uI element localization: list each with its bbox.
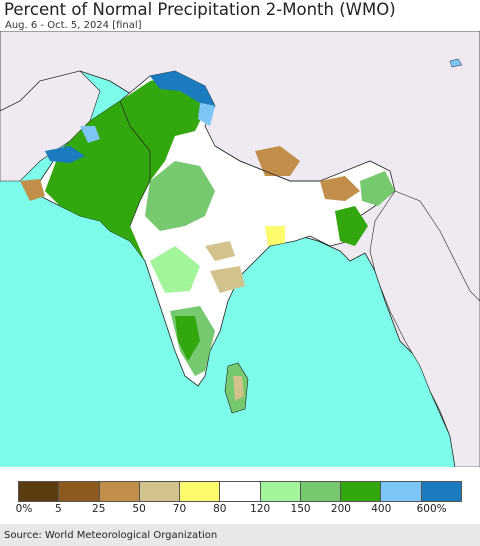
region-tan-west bbox=[20, 179, 45, 201]
legend-label: 0% bbox=[15, 503, 33, 515]
legend-label: 5 bbox=[55, 503, 62, 515]
region-lightgreen-ne bbox=[360, 171, 395, 206]
island-north bbox=[449, 58, 463, 68]
region-lightblue-north bbox=[198, 103, 215, 126]
legend-label: 50 bbox=[132, 503, 146, 515]
region-lightblue-west bbox=[80, 126, 100, 143]
legend-label: 150 bbox=[290, 503, 311, 515]
legend-swatch bbox=[19, 482, 60, 501]
region-yellow-east bbox=[265, 226, 285, 246]
region-lightgreen-nw bbox=[145, 161, 215, 231]
legend-swatch bbox=[381, 482, 422, 501]
source-footer: Source: World Meteorological Organizatio… bbox=[0, 524, 480, 546]
legend-swatch bbox=[300, 482, 342, 501]
region-blue-north bbox=[150, 71, 215, 106]
region-beige-central bbox=[210, 266, 245, 293]
region-yellow-central bbox=[205, 241, 235, 261]
legend-label: 200 bbox=[330, 503, 351, 515]
legend-label: 400 bbox=[371, 503, 392, 515]
region-darkgreen-south bbox=[175, 316, 200, 361]
legend-label: 80 bbox=[213, 503, 227, 515]
border-nepal bbox=[214, 145, 320, 182]
precipitation-map bbox=[0, 31, 480, 467]
legend-swatch bbox=[99, 482, 140, 501]
source-text: Source: World Meteorological Organizatio… bbox=[4, 530, 218, 541]
border-india-pakistan bbox=[119, 100, 151, 227]
sri-lanka-dry bbox=[233, 376, 244, 401]
legend-color-bar bbox=[18, 481, 462, 502]
date-range: Aug. 6 - Oct. 5, 2024 [final] bbox=[5, 20, 142, 31]
legend-swatch bbox=[59, 482, 100, 501]
region-lightgreen-central bbox=[150, 246, 200, 293]
region-green-bangladesh bbox=[335, 206, 368, 246]
legend-label: 25 bbox=[92, 503, 106, 515]
region-blue-west bbox=[45, 146, 85, 163]
map-title: Percent of Normal Precipitation 2-Month … bbox=[4, 0, 396, 19]
legend-swatch bbox=[180, 482, 221, 501]
land-east bbox=[369, 190, 480, 467]
legend-labels: 0% 5 25 50 70 80 120 150 200 400 600% bbox=[0, 503, 480, 517]
legend-swatch bbox=[139, 482, 181, 501]
legend-label: 600% bbox=[416, 503, 447, 515]
legend-label: 120 bbox=[250, 503, 271, 515]
region-tan-northeast bbox=[255, 146, 300, 176]
legend-swatch bbox=[260, 482, 301, 501]
legend-swatch bbox=[220, 482, 261, 501]
region-tan-east bbox=[320, 176, 360, 201]
legend-label: 70 bbox=[172, 503, 187, 515]
region-green-nw bbox=[45, 76, 205, 261]
legend-swatch bbox=[421, 482, 461, 501]
legend-swatch bbox=[341, 482, 382, 501]
